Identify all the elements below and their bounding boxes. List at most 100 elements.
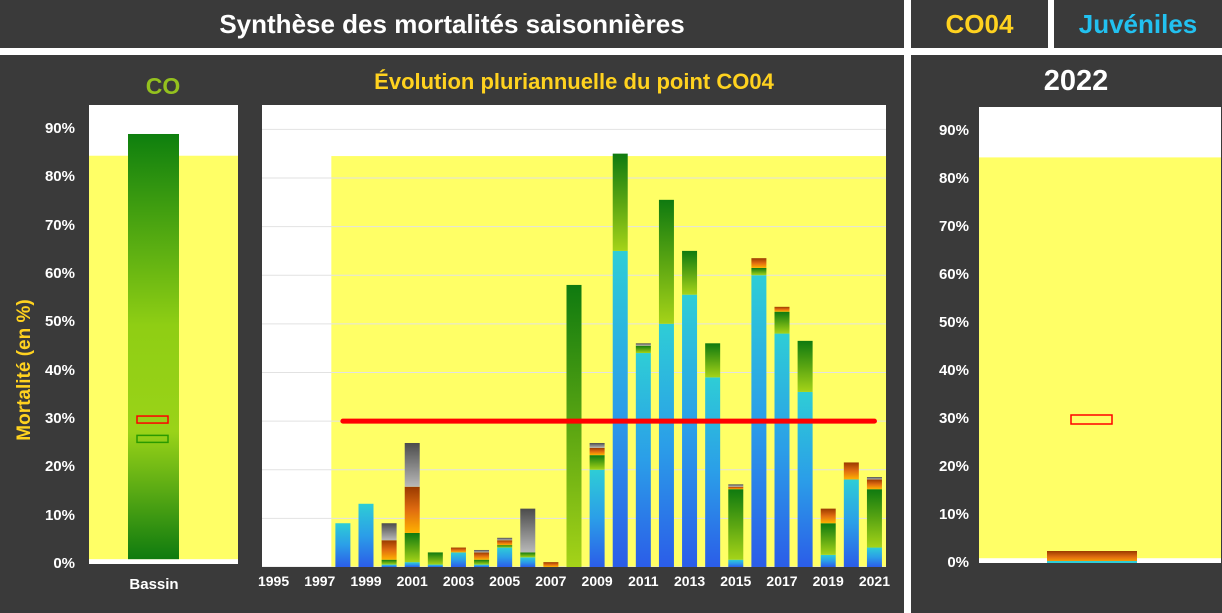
current-year-reference-band bbox=[979, 157, 1221, 559]
history-x-tick-label: 1997 bbox=[304, 573, 336, 589]
history-bar-segment bbox=[751, 258, 767, 268]
history-bar-segment bbox=[705, 377, 721, 567]
current-year-panel: 2022 0% 10% 20% 30% 40% 50% 60% 70% 80% 90% bbox=[911, 55, 1222, 613]
history-bar-segment bbox=[774, 306, 790, 312]
history-x-tick-label: 2009 bbox=[581, 573, 613, 589]
history-bar-segment bbox=[866, 489, 882, 548]
history-x-tick-label: 2021 bbox=[858, 573, 891, 589]
history-x-tick-label: 2013 bbox=[673, 573, 706, 589]
history-x-tick-label: 2003 bbox=[442, 573, 475, 589]
basin-y-tick-label: 60% bbox=[44, 265, 75, 283]
history-chart bbox=[262, 105, 886, 567]
history-bar-segment bbox=[635, 345, 651, 354]
history-bar-segment bbox=[866, 479, 882, 490]
history-bar-segment bbox=[404, 442, 420, 487]
history-bar-segment bbox=[612, 250, 628, 567]
header-title-bar: Synthèse des mortalités saisonnières bbox=[0, 0, 904, 48]
current-year-y-tick-label: 0% bbox=[947, 554, 969, 571]
basin-x-tick-label: Bassin bbox=[129, 576, 179, 593]
current-year-title: 2022 bbox=[1043, 65, 1109, 97]
current-year-y-tick-label: 20% bbox=[938, 458, 969, 475]
history-bar-segment bbox=[843, 479, 859, 567]
history-bar-segment bbox=[843, 462, 859, 480]
history-bar-segment bbox=[705, 343, 721, 378]
history-bar-segment bbox=[520, 508, 536, 553]
history-bar-segment bbox=[497, 537, 513, 541]
history-bar-segment bbox=[404, 532, 420, 563]
history-bar-segment bbox=[612, 153, 628, 251]
history-bar-segment bbox=[820, 508, 836, 524]
history-bar-segment bbox=[520, 557, 536, 567]
basin-y-tick-label: 40% bbox=[44, 361, 75, 379]
category-label: Juvéniles bbox=[1078, 8, 1198, 39]
history-bar-segment bbox=[335, 523, 351, 567]
current-year-y-tick-label: 90% bbox=[938, 122, 969, 139]
history-reference-band bbox=[331, 156, 886, 567]
basin-y-tick-label: 70% bbox=[44, 216, 75, 234]
history-bar-segment bbox=[635, 343, 651, 346]
history-x-tick-label: 2001 bbox=[396, 573, 428, 589]
basin-y-tick-label: 10% bbox=[44, 506, 75, 524]
history-bar-segment bbox=[728, 489, 744, 560]
history-bar-segment bbox=[520, 552, 536, 558]
history-bar-segment bbox=[866, 477, 882, 480]
history-bar-segment bbox=[474, 552, 490, 560]
history-x-tick-label: 2015 bbox=[720, 573, 752, 589]
history-bar-segment bbox=[728, 559, 744, 567]
history-bar-segment bbox=[774, 333, 790, 567]
basin-green-marker bbox=[136, 434, 169, 444]
history-bar-segment bbox=[381, 559, 397, 565]
history-bar-segment bbox=[820, 554, 836, 567]
basin-y-tick-label: 20% bbox=[44, 458, 75, 476]
current-year-y-tick-label: 10% bbox=[938, 506, 969, 523]
history-bar-segment bbox=[381, 523, 397, 541]
history-bar-segment bbox=[450, 547, 466, 553]
history-bar-segment bbox=[381, 540, 397, 560]
history-bar-segment bbox=[497, 540, 513, 546]
history-bar-segment bbox=[797, 391, 813, 567]
history-bar-segment bbox=[566, 284, 582, 567]
site-label: CO04 bbox=[945, 8, 1014, 39]
history-bar-segment bbox=[589, 469, 605, 567]
history-bar-segment bbox=[774, 311, 790, 334]
history-x-tick-label: 2017 bbox=[766, 573, 798, 589]
history-bar-segment bbox=[427, 564, 443, 567]
current-year-y-tick-label: 70% bbox=[938, 218, 969, 235]
history-bar-segment bbox=[381, 564, 397, 567]
header-category-bar: Juvéniles bbox=[1054, 0, 1222, 48]
history-bar-segment bbox=[404, 486, 420, 533]
current-year-y-tick-label: 50% bbox=[938, 314, 969, 331]
history-bar-segment bbox=[682, 250, 698, 295]
history-bar-segment bbox=[450, 552, 466, 567]
history-x-tick-label: 1999 bbox=[350, 573, 382, 589]
page-title: Synthèse des mortalités saisonnières bbox=[219, 8, 685, 39]
basin-y-tick-label: 0% bbox=[53, 555, 75, 572]
history-bar-segment bbox=[820, 523, 836, 555]
basin-bar bbox=[128, 133, 179, 560]
history-bar-segment bbox=[866, 547, 882, 567]
history-bar-segment bbox=[474, 559, 490, 565]
current-year-y-tick-label: 40% bbox=[938, 362, 969, 379]
basin-chart bbox=[89, 105, 238, 564]
basin-y-tick-label: 80% bbox=[44, 168, 75, 186]
history-chart-title: Évolution pluriannuelle du point CO04 bbox=[374, 69, 774, 94]
current-year-y-tick-label: 80% bbox=[938, 170, 969, 187]
history-bar-segment bbox=[427, 552, 443, 565]
history-bar-segment bbox=[543, 562, 559, 567]
header-site-bar: CO04 bbox=[911, 0, 1048, 48]
basin-red-marker bbox=[136, 415, 169, 424]
history-bar-segment bbox=[751, 267, 767, 276]
basin-y-tick-label: 90% bbox=[44, 120, 75, 138]
history-bar-segment bbox=[682, 294, 698, 567]
current-year-red-marker bbox=[1070, 414, 1113, 425]
current-year-bar bbox=[1047, 551, 1137, 563]
history-bar-segment bbox=[635, 353, 651, 567]
history-bar-segment bbox=[589, 442, 605, 448]
history-x-tick-label: 2019 bbox=[812, 573, 844, 589]
history-bar-segment bbox=[589, 455, 605, 470]
history-bar-segment bbox=[474, 549, 490, 553]
history-x-tick-label: 1995 bbox=[257, 573, 290, 589]
history-bar-segment bbox=[797, 340, 813, 392]
history-panel: CO Évolution pluriannuelle du point CO04… bbox=[0, 55, 904, 613]
history-bar-segment bbox=[728, 484, 744, 487]
